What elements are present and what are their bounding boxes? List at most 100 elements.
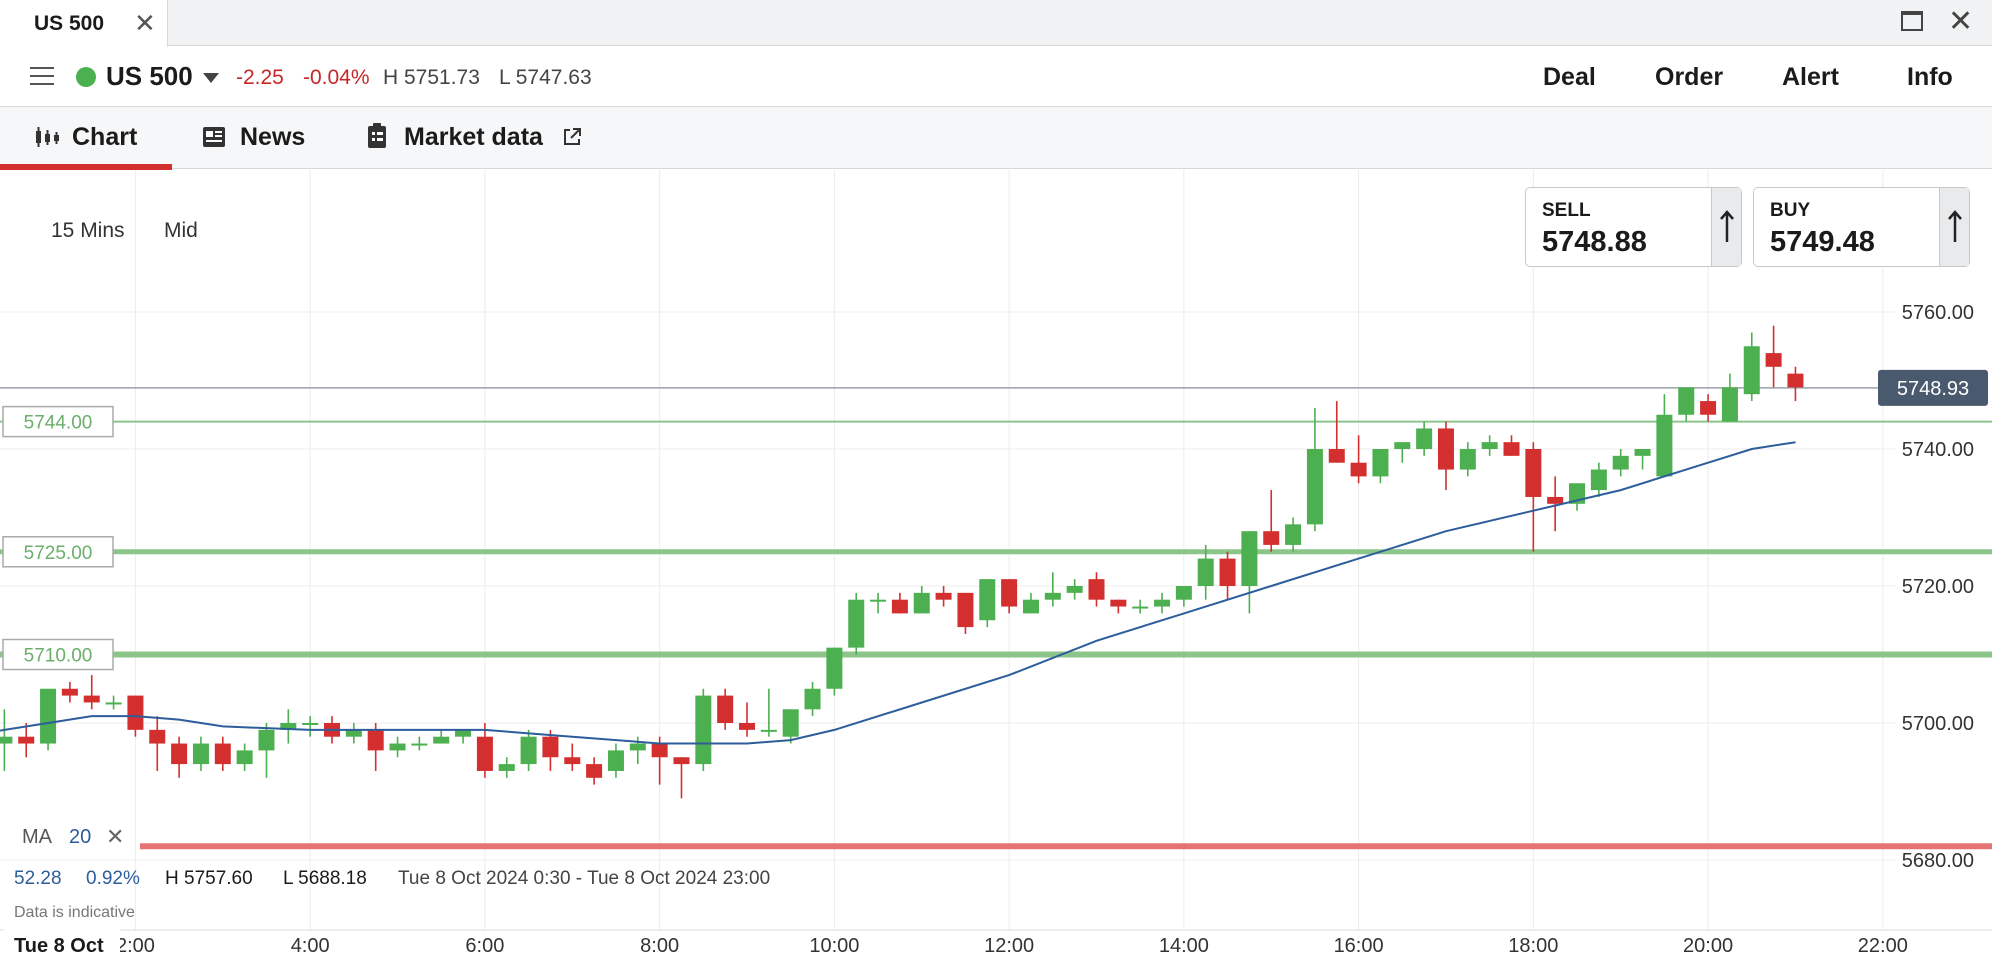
remove-indicator-icon[interactable]: ✕ xyxy=(106,824,125,849)
candle-body xyxy=(1022,599,1039,614)
candle-body xyxy=(1175,586,1192,600)
candle-body xyxy=(1263,531,1280,545)
candle-body xyxy=(1547,496,1564,504)
tab-news-label: News xyxy=(240,123,306,151)
current-price-tag xyxy=(1878,369,1988,406)
ma-indicator-name: MA xyxy=(22,826,52,848)
interval-selector[interactable]: 15 Mins xyxy=(51,219,125,242)
buy-label: BUY xyxy=(1770,200,1811,221)
chart-area[interactable]: 5744.00 5725.00 5710.00 5748.93 5680.00 5700… xyxy=(0,170,1992,964)
period-low: L 5688.18 xyxy=(283,868,367,889)
candle-body xyxy=(607,750,624,771)
price-level-label: 5710.00 xyxy=(24,646,93,667)
y-tick-label: 5740.00 xyxy=(1902,439,1974,461)
candle-body xyxy=(848,599,865,648)
candle-body xyxy=(433,736,450,744)
price-type-selector[interactable]: Mid xyxy=(164,219,198,242)
newspaper-icon xyxy=(203,127,225,147)
candle-body xyxy=(629,743,646,751)
candle-body xyxy=(586,764,603,778)
candle-body xyxy=(1001,579,1018,607)
candle-body xyxy=(1437,428,1454,470)
candle-body xyxy=(127,695,144,730)
candle-body xyxy=(870,599,887,602)
price-level-box xyxy=(2,536,114,568)
candle-body xyxy=(760,729,777,732)
candle-body xyxy=(957,592,974,628)
x-tick-label: 22:00 xyxy=(1858,935,1908,957)
window-tab[interactable]: US 500 ✕ xyxy=(0,0,168,47)
candle-body xyxy=(673,757,690,765)
sell-button[interactable]: SELL 5748.88 xyxy=(1525,187,1742,267)
y-tick-label: 5700.00 xyxy=(1902,713,1974,735)
info-button[interactable]: Info xyxy=(1907,63,1953,91)
order-button[interactable]: Order xyxy=(1655,63,1724,91)
maximize-icon[interactable] xyxy=(1901,11,1923,31)
price-chart[interactable]: 5744.00 5725.00 5710.00 5748.93 5680.00 5700… xyxy=(0,170,1992,964)
candle-body xyxy=(455,729,472,737)
candle-body xyxy=(1503,442,1520,456)
candle-body xyxy=(1459,449,1476,470)
price-change: -2.25 xyxy=(236,66,284,89)
candle-body xyxy=(18,736,35,744)
candle-body xyxy=(345,729,362,737)
x-tick-label: 16:00 xyxy=(1334,935,1384,957)
candle-body xyxy=(826,647,843,689)
candle-body xyxy=(1678,387,1695,415)
candle-body xyxy=(804,688,821,710)
candle-body xyxy=(542,736,559,758)
candle-body xyxy=(1612,455,1629,470)
candle-body xyxy=(1634,449,1651,456)
sell-label: SELL xyxy=(1542,200,1591,221)
x-tick-label: 10:00 xyxy=(809,935,859,957)
chevron-down-icon[interactable] xyxy=(203,73,219,83)
candle-body xyxy=(389,743,406,751)
candle-body xyxy=(40,688,57,744)
candle-body xyxy=(913,592,930,614)
moving-average-line xyxy=(0,441,1796,745)
candle-body xyxy=(171,743,188,765)
active-tab-indicator xyxy=(0,164,172,170)
candle-body xyxy=(411,743,428,746)
day-high: H 5751.73 xyxy=(383,66,480,89)
alert-button[interactable]: Alert xyxy=(1782,63,1839,91)
candle-body xyxy=(367,729,384,751)
candle-body xyxy=(1372,449,1389,477)
candle-body xyxy=(1154,599,1171,607)
tab-chart[interactable]: Chart xyxy=(0,107,172,170)
market-status-dot xyxy=(76,67,96,87)
candle-body xyxy=(0,736,13,744)
instrument-name[interactable]: US 500 xyxy=(106,61,193,91)
crosshair-date-label: Tue 8 Oct xyxy=(4,928,120,962)
close-window-icon[interactable]: ✕ xyxy=(1948,5,1974,38)
candle-body xyxy=(302,723,319,725)
candle-body xyxy=(1044,592,1061,600)
current-price-label: 5748.93 xyxy=(1897,378,1969,400)
deal-button[interactable]: Deal xyxy=(1543,63,1596,91)
tab-news[interactable]: News xyxy=(190,107,320,169)
candle-body xyxy=(1590,469,1607,491)
x-tick-label: 14:00 xyxy=(1159,935,1209,957)
candle-body xyxy=(717,695,734,723)
candle-body xyxy=(1700,401,1717,415)
close-tab-icon[interactable]: ✕ xyxy=(134,8,156,38)
hamburger-menu-icon[interactable] xyxy=(30,67,54,87)
candle-body xyxy=(105,702,122,705)
candle-body xyxy=(236,750,253,765)
candle-body xyxy=(1241,531,1258,586)
candle-body xyxy=(1394,442,1411,449)
ma-indicator-period: 20 xyxy=(69,826,92,848)
candle-body xyxy=(520,736,537,765)
candle-body xyxy=(83,695,100,703)
candle-body xyxy=(1066,586,1083,593)
candle-body xyxy=(258,729,275,751)
x-tick-label: 8:00 xyxy=(640,935,679,957)
candle-body xyxy=(192,743,209,765)
candle-body xyxy=(695,695,712,765)
tab-market-data[interactable]: Market data xyxy=(360,107,600,169)
buy-button[interactable]: BUY 5749.48 xyxy=(1753,187,1970,267)
y-tick-label: 5760.00 xyxy=(1902,302,1974,324)
period-change-pct: 0.92% xyxy=(86,868,140,889)
candle-body xyxy=(1328,449,1345,463)
candle-body xyxy=(1132,606,1149,609)
